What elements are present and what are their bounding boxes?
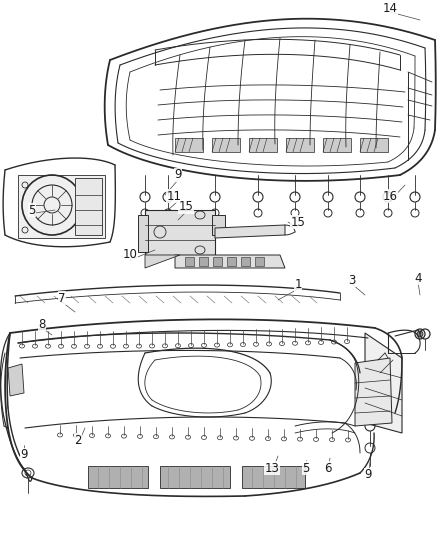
Text: 4: 4	[414, 271, 422, 285]
Text: 9: 9	[20, 448, 28, 462]
Text: 1: 1	[294, 279, 302, 292]
Polygon shape	[88, 466, 148, 488]
Polygon shape	[75, 178, 102, 235]
Ellipse shape	[417, 331, 423, 337]
Text: 10: 10	[123, 248, 138, 262]
Polygon shape	[241, 257, 250, 266]
Text: 6: 6	[324, 462, 332, 474]
Polygon shape	[185, 257, 194, 266]
Polygon shape	[160, 466, 230, 488]
Polygon shape	[365, 333, 402, 433]
Text: 13: 13	[265, 462, 279, 474]
Polygon shape	[227, 257, 236, 266]
Polygon shape	[242, 466, 305, 488]
Text: 9: 9	[174, 168, 182, 182]
Text: 9: 9	[364, 469, 372, 481]
Text: 5: 5	[28, 204, 35, 216]
Text: 8: 8	[38, 319, 46, 332]
Polygon shape	[249, 138, 277, 152]
Polygon shape	[360, 138, 388, 152]
Text: 15: 15	[290, 215, 305, 229]
Polygon shape	[286, 138, 314, 152]
Polygon shape	[199, 257, 208, 266]
Polygon shape	[212, 215, 225, 235]
Polygon shape	[8, 364, 24, 396]
Text: 7: 7	[58, 292, 66, 304]
Polygon shape	[255, 257, 264, 266]
Text: 14: 14	[382, 2, 398, 14]
Polygon shape	[323, 138, 351, 152]
Text: 11: 11	[166, 190, 181, 203]
Text: 5: 5	[302, 462, 310, 474]
Text: 16: 16	[382, 190, 398, 203]
Polygon shape	[355, 358, 392, 426]
Polygon shape	[175, 255, 285, 268]
Polygon shape	[213, 257, 222, 266]
Polygon shape	[138, 215, 148, 252]
Polygon shape	[175, 138, 203, 152]
Polygon shape	[145, 210, 215, 255]
Polygon shape	[145, 255, 180, 268]
Polygon shape	[212, 138, 240, 152]
Polygon shape	[215, 225, 285, 238]
Polygon shape	[18, 175, 105, 238]
Text: 3: 3	[348, 273, 356, 287]
Text: 15: 15	[179, 200, 194, 214]
Text: 2: 2	[74, 433, 82, 447]
